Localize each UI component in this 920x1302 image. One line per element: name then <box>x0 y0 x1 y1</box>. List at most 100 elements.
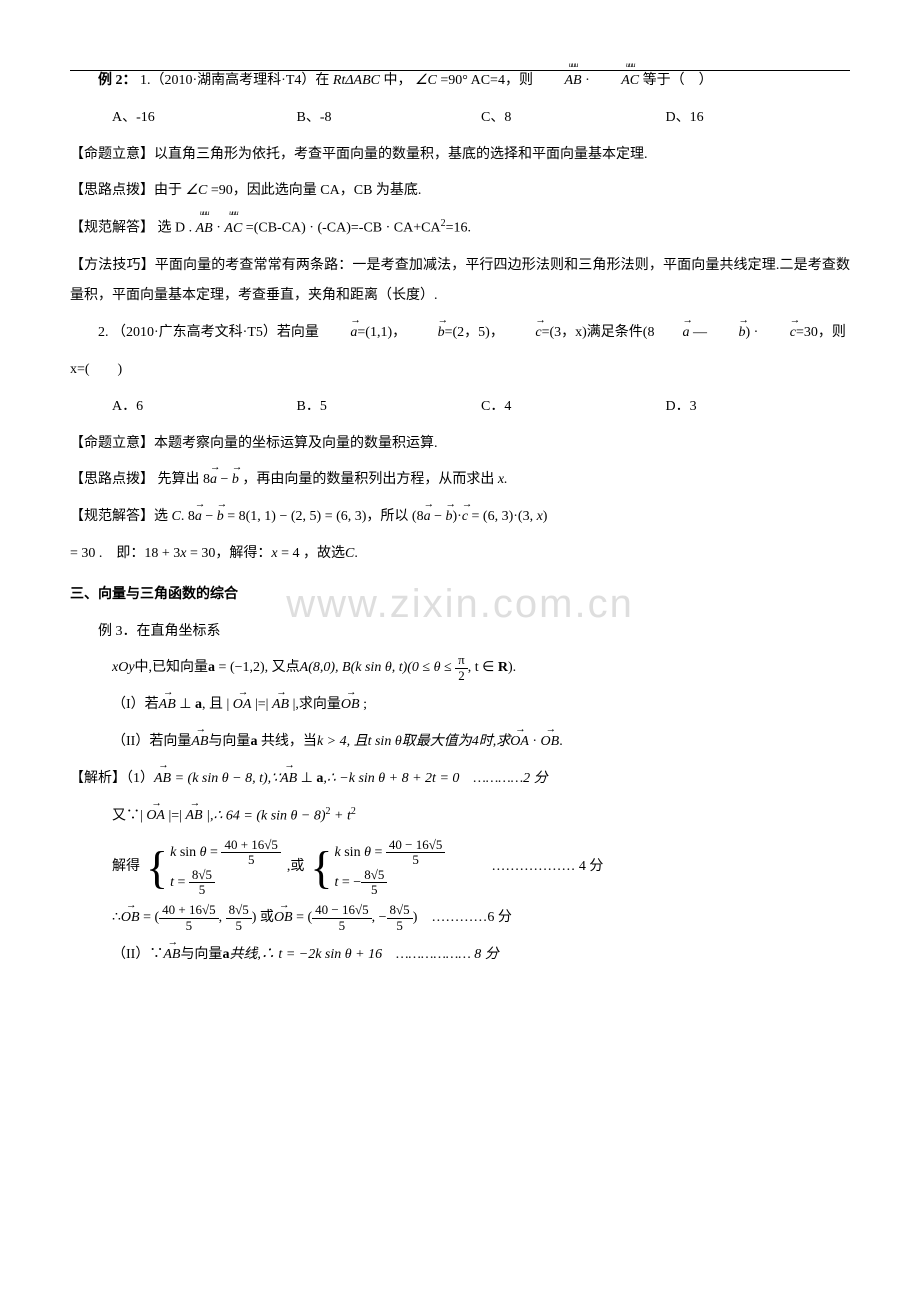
vector-a-bold: a <box>208 660 215 675</box>
q2-mtly: 【命题立意】本题考察向量的坐标运算及向量的数量积运算. <box>70 429 850 460</box>
text: , t ∈ <box>468 660 498 675</box>
text: =(CB-CA) · (-CA)=-CB · CA+CA <box>246 221 441 236</box>
text: ⊥ <box>176 697 195 712</box>
text: 与向量 <box>208 734 250 749</box>
text: = (k sin θ − 8, t),∵ <box>171 771 280 786</box>
vector-AB: AB <box>536 66 581 97</box>
text: |,求向量 <box>289 697 341 712</box>
text: 中,已知向量 <box>135 660 209 675</box>
vector-AC: AC <box>593 66 639 97</box>
case-system-1: { k sin θ = 40 + 16√55 t = 8√55 <box>146 838 281 897</box>
text: 2. （2010·广东高考文科·T5）若向量 <box>98 325 319 340</box>
text: C <box>172 509 181 524</box>
vector-OA: OA <box>146 801 165 832</box>
label: 【命题立意】 <box>70 436 154 451</box>
ex2-ffjq: 【方法技巧】平面向量的考查常常有两条路：一是考查加减法，平行四边形法则和三角形法… <box>70 251 850 313</box>
choice-c: C．4 <box>481 392 666 423</box>
section3-heading: 三、向量与三角函数的综合 <box>70 580 850 611</box>
text: 选 D . <box>158 221 193 236</box>
text: 与向量 <box>180 947 222 962</box>
dots-4: ……………… 4 分 <box>491 852 603 883</box>
text: A(8,0), B(k sin θ, t)(0 ≤ θ ≤ <box>300 660 455 675</box>
text: ∴ <box>112 910 121 925</box>
text: = ( <box>140 910 160 925</box>
vector-b: b <box>410 318 445 349</box>
q2-choices: A．6 B．5 C．4 D．3 <box>112 392 850 423</box>
ex2-mtly: 【命题立意】以直角三角形为依托，考查平面向量的数量积，基底的选择和平面向量基本定… <box>70 140 850 171</box>
label: 【解析】 <box>70 771 126 786</box>
text: ) 或 <box>252 910 274 925</box>
text: =(3，x)满足条件(8 <box>542 325 655 340</box>
ex3-part2: （II）若向量AB与向量a 共线，当k > 4, 且t sin θ取最大值为4时… <box>112 727 850 758</box>
text: 等于（ ） <box>643 73 713 88</box>
choice-b: B、-8 <box>297 103 482 134</box>
text: , 且 | <box>202 697 233 712</box>
choice-b: B．5 <box>297 392 482 423</box>
text: . <box>559 734 563 749</box>
text: . <box>354 546 358 561</box>
text: 先算出 <box>154 472 200 487</box>
text: ) <box>543 509 548 524</box>
choice-d: D、16 <box>666 103 851 134</box>
text: 以直角三角形为依托，考查平面向量的数量积，基底的选择和平面向量基本定理. <box>154 147 648 162</box>
choice-a: A、-16 <box>112 103 297 134</box>
ex2-q1-choices: A、-16 B、-8 C、8 D、16 <box>112 103 850 134</box>
ex3-solve-systems: 解得 { k sin θ = 40 + 16√55 t = 8√55 ,或 { … <box>112 838 850 897</box>
ex3-part1: （I）若AB ⊥ a, 且 | OA |=| AB |,求向量OB ; <box>112 690 850 721</box>
text: =(2，5)， <box>445 325 504 340</box>
text: = 30，解得： <box>187 546 272 561</box>
text: R <box>498 660 508 675</box>
vector-a: a <box>322 318 357 349</box>
ex2-gfjd: 【规范解答】 选 D . AB · AC =(CB-CA) · (-CA)=-C… <box>70 213 850 244</box>
text: 平面向量的考查常常有两条路：一是考查加减法，平行四边形法则和三角形法则，平面向量… <box>70 258 850 304</box>
label: 【规范解答】 <box>70 509 154 524</box>
or-label: ,或 <box>287 852 305 883</box>
text: = (6, 3)·(3, <box>468 509 537 524</box>
vector-OB: OB <box>341 690 360 721</box>
vector-AB: AB <box>186 801 203 832</box>
ex2-sldb: 【思路点拨】由于 ∠C =90，因此选向量 CA，CB 为基底. <box>70 176 850 207</box>
text: ; <box>360 697 367 712</box>
ex3-intro: 例 3．在直角坐标系 <box>70 617 850 648</box>
label: 【规范解答】 <box>70 221 154 236</box>
text: ,∴ −k sin θ + 8 + 2t = 0 …………2 分 <box>323 771 547 786</box>
text: 中， <box>384 73 412 88</box>
text: 又∵| <box>112 808 146 823</box>
text: |=| <box>251 697 272 712</box>
text: = 8(1, 1) − (2, 5) = (6, 3)，所以 (8 <box>224 509 424 524</box>
text: . 8 <box>181 509 195 524</box>
vector-c: c <box>507 318 541 349</box>
text: 共线,∴ t = −2k sin θ + 16 ……………… 8 分 <box>229 947 498 962</box>
text: =90，因此选向量 CA，CB 为基底. <box>211 183 422 198</box>
vector-AB: AB <box>272 690 289 721</box>
text: xOy <box>112 660 135 675</box>
header-rule <box>70 70 850 71</box>
ex3-solution-2: 又∵| OA |=| AB |,∴ 64 = (k sin θ − 8)2 + … <box>112 801 850 832</box>
text: ). <box>508 660 516 675</box>
text: k > 4, 且t sin θ取最大值为4时,求 <box>317 734 510 749</box>
text: ，再由向量的数量积列出方程，从而求出 <box>242 472 494 487</box>
text: =90° AC=4，则 <box>440 73 533 88</box>
ex3-label: 例 3． <box>98 624 137 639</box>
text: （II）∵ <box>112 947 163 962</box>
choice-d: D．3 <box>666 392 851 423</box>
q2-gfjd: 【规范解答】选 C. 8a − b = 8(1, 1) − (2, 5) = (… <box>70 502 850 533</box>
text: 由于 <box>154 183 182 198</box>
vector-AB: AB <box>159 690 176 721</box>
vector-AB: AB <box>196 214 213 245</box>
text: + t <box>331 808 351 823</box>
vector-OA: OA <box>233 690 252 721</box>
text: = (−1,2), 又点 <box>215 660 300 675</box>
vector-OB: OB <box>121 903 140 934</box>
text: ) …………6 分 <box>413 910 512 925</box>
text: 选 <box>154 509 168 524</box>
vector-AB: AB <box>280 764 297 795</box>
text: 1.（2010·湖南高考理科·T4）在 <box>140 73 329 88</box>
vector-AB: AB <box>191 727 208 758</box>
text: （II）若向量 <box>112 734 191 749</box>
ex2-label: 例 2： <box>98 73 137 88</box>
vector-AB: AB <box>163 940 180 971</box>
q2-gfjd-line2: = 30 . 即：18 + 3x = 30，解得：x = 4 ，故选C. <box>70 539 850 570</box>
text: |,∴ 64 = (k sin θ − 8) <box>203 808 326 823</box>
text: ⊥ <box>297 771 316 786</box>
